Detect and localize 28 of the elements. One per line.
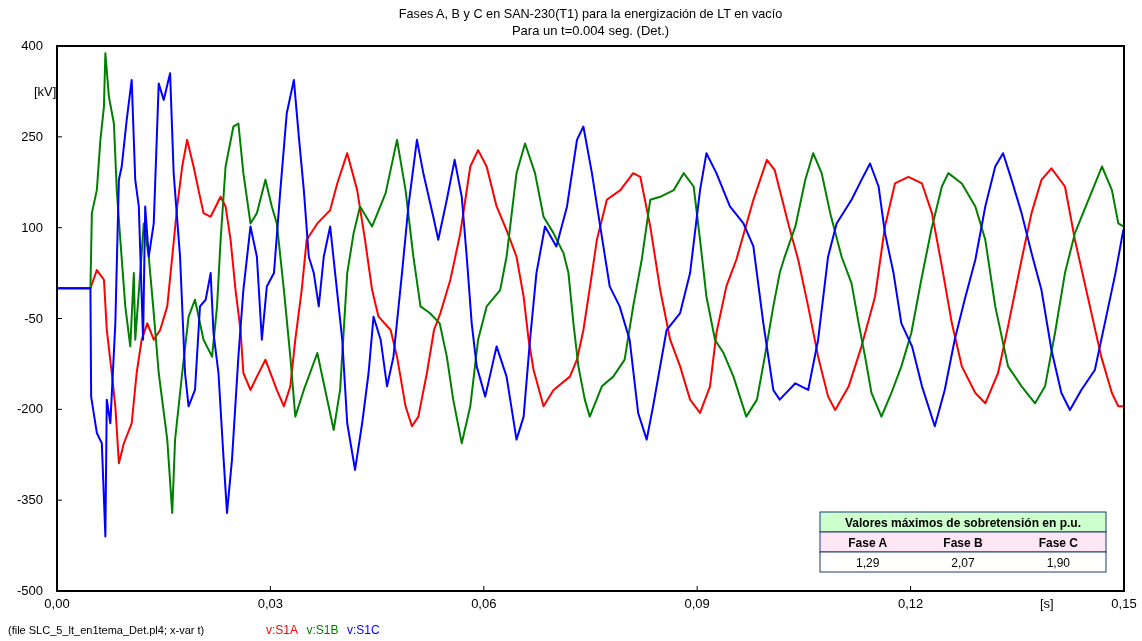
- chart-title: Fases A, B y C en SAN-230(T1) para la energización de LT en vacío: [398, 6, 793, 21]
- text: v:S1C: [347, 623, 381, 637]
- y-axis-title: [kV]: [34, 84, 57, 99]
- x-tick-label: 0,03: [257, 596, 284, 611]
- y-tick-label: 400: [21, 38, 43, 53]
- y-tick-label: -350: [16, 492, 43, 508]
- annotation: 1,90: [1046, 556, 1071, 570]
- annotation: Fase A: [848, 536, 888, 550]
- annotation: 2,07: [951, 556, 975, 570]
- x-tick-label: 0,15: [1111, 596, 1137, 611]
- y-tick-label: -500: [16, 583, 43, 598]
- chart-subtitle: Para un t=0.004 seg. (Det.): [511, 23, 670, 38]
- annotation: Fase B: [943, 536, 984, 550]
- text: v:S1B: [306, 623, 339, 637]
- x-tick-label: 0,09: [684, 596, 710, 611]
- x-tick-label: 0,06: [471, 596, 497, 611]
- text: (file SLC_5_lt_en1tema_Det.pl4; x-var t): [8, 624, 205, 636]
- y-tick-label: 250: [21, 128, 43, 144]
- x-tick-label: 0,00: [44, 596, 70, 611]
- annotation: Valores máximos de sobretensión en p.u.: [844, 516, 1082, 530]
- annotation: 1,29: [855, 556, 880, 570]
- annotation: Fase C: [1038, 536, 1079, 550]
- y-tick-label: -200: [16, 401, 43, 417]
- x-tick-label: 0,12: [897, 596, 924, 611]
- x-axis-title: [s]: [1040, 596, 1054, 611]
- text: v:S1A: [266, 623, 299, 637]
- y-tick-label: -50: [24, 310, 43, 326]
- y-tick-label: 100: [21, 219, 43, 235]
